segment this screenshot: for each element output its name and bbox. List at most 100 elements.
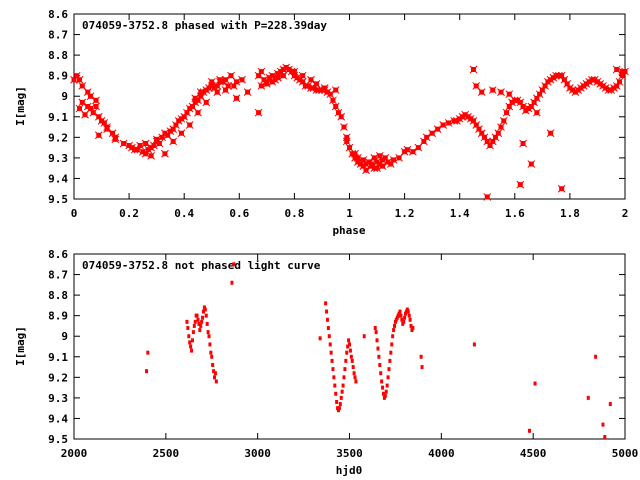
data-point	[191, 330, 195, 335]
data-point	[505, 90, 514, 99]
data-point	[362, 166, 370, 175]
data-point	[373, 164, 381, 173]
y-tick-label: 8.7	[48, 269, 68, 282]
data-point	[392, 323, 396, 328]
y-tick-label: 9.2	[48, 371, 68, 384]
y-axis-label: I[mag]	[14, 326, 27, 366]
data-point	[385, 383, 389, 388]
x-tick-label: 1.6	[505, 207, 525, 220]
y-tick-label: 8.9	[48, 310, 68, 323]
data-point	[333, 383, 337, 388]
data-point	[359, 156, 368, 164]
data-point	[428, 129, 437, 138]
data-point	[328, 342, 332, 347]
data-point	[411, 326, 415, 330]
data-point	[390, 342, 394, 347]
y-tick-label: 9	[61, 90, 68, 103]
data-point	[395, 154, 403, 162]
data-point	[472, 342, 476, 347]
data-point	[483, 193, 492, 201]
data-point	[75, 75, 84, 84]
data-point	[499, 117, 508, 125]
data-point	[103, 125, 111, 133]
x-tick-label: 2000	[61, 447, 88, 460]
data-point	[352, 371, 356, 376]
plot-frame	[73, 13, 626, 200]
data-point	[342, 375, 346, 380]
data-point	[343, 367, 347, 372]
data-point	[325, 309, 329, 314]
y-tick-label: 9.3	[48, 152, 68, 165]
data-points	[70, 63, 629, 201]
data-point	[403, 315, 407, 320]
x-tick-label: 2	[622, 207, 629, 220]
data-point	[268, 77, 277, 86]
data-point	[404, 311, 408, 316]
data-point	[195, 313, 199, 318]
x-tick-label: 4500	[520, 447, 547, 460]
data-point	[213, 88, 222, 96]
data-point	[405, 307, 409, 312]
data-point	[516, 180, 525, 189]
data-point	[594, 354, 598, 359]
data-point	[325, 317, 329, 322]
data-point	[400, 317, 404, 322]
x-ticks: 0 0.2 0.4 0.6 0.8 1 1.2 1.4 1.6 1.8 2	[71, 14, 629, 220]
data-point	[111, 135, 120, 144]
data-point	[213, 375, 217, 380]
data-point	[615, 77, 624, 86]
data-point	[394, 317, 398, 322]
y-tick-label: 9.2	[48, 131, 68, 144]
data-point	[78, 98, 87, 107]
data-point	[378, 363, 382, 367]
data-point	[86, 104, 95, 113]
data-point	[497, 123, 505, 131]
data-point	[214, 379, 218, 384]
data-point	[532, 108, 541, 117]
data-point	[186, 326, 190, 330]
x-tick-label: 1.2	[395, 207, 415, 220]
data-point	[342, 137, 351, 146]
data-point	[519, 139, 527, 148]
data-point	[262, 80, 271, 88]
x-tick-label: 4000	[428, 447, 455, 460]
data-point	[351, 149, 359, 158]
data-point	[327, 334, 331, 339]
data-point	[349, 354, 353, 359]
data-point	[331, 86, 340, 94]
data-point	[190, 338, 194, 343]
data-point	[379, 371, 383, 376]
data-point	[190, 348, 194, 353]
data-point	[177, 129, 186, 138]
data-point	[199, 323, 203, 328]
data-point	[211, 363, 215, 367]
data-point	[409, 147, 417, 156]
data-point	[341, 383, 345, 388]
data-point	[383, 393, 387, 398]
y-tick-label: 8.8	[48, 49, 68, 62]
data-point	[469, 65, 478, 74]
data-point	[324, 301, 328, 306]
data-point	[376, 346, 380, 351]
data-point	[401, 321, 405, 326]
plot-frame	[73, 253, 626, 440]
data-point	[194, 108, 202, 117]
data-point	[209, 350, 213, 355]
data-point	[608, 402, 612, 407]
data-point	[216, 75, 224, 84]
data-point	[393, 319, 397, 324]
data-point	[192, 323, 196, 328]
x-tick-label: 1.4	[450, 207, 470, 220]
data-point	[307, 75, 315, 84]
data-point	[439, 121, 448, 129]
data-point	[345, 143, 354, 152]
data-point	[193, 319, 197, 324]
data-point	[147, 151, 155, 160]
data-point	[404, 309, 408, 314]
x-tick-label: 1.8	[560, 207, 580, 220]
y-axis-label: I[mag]	[14, 86, 27, 126]
data-point	[347, 338, 351, 343]
x-tick-label: 3500	[336, 447, 363, 460]
data-point	[326, 90, 335, 99]
